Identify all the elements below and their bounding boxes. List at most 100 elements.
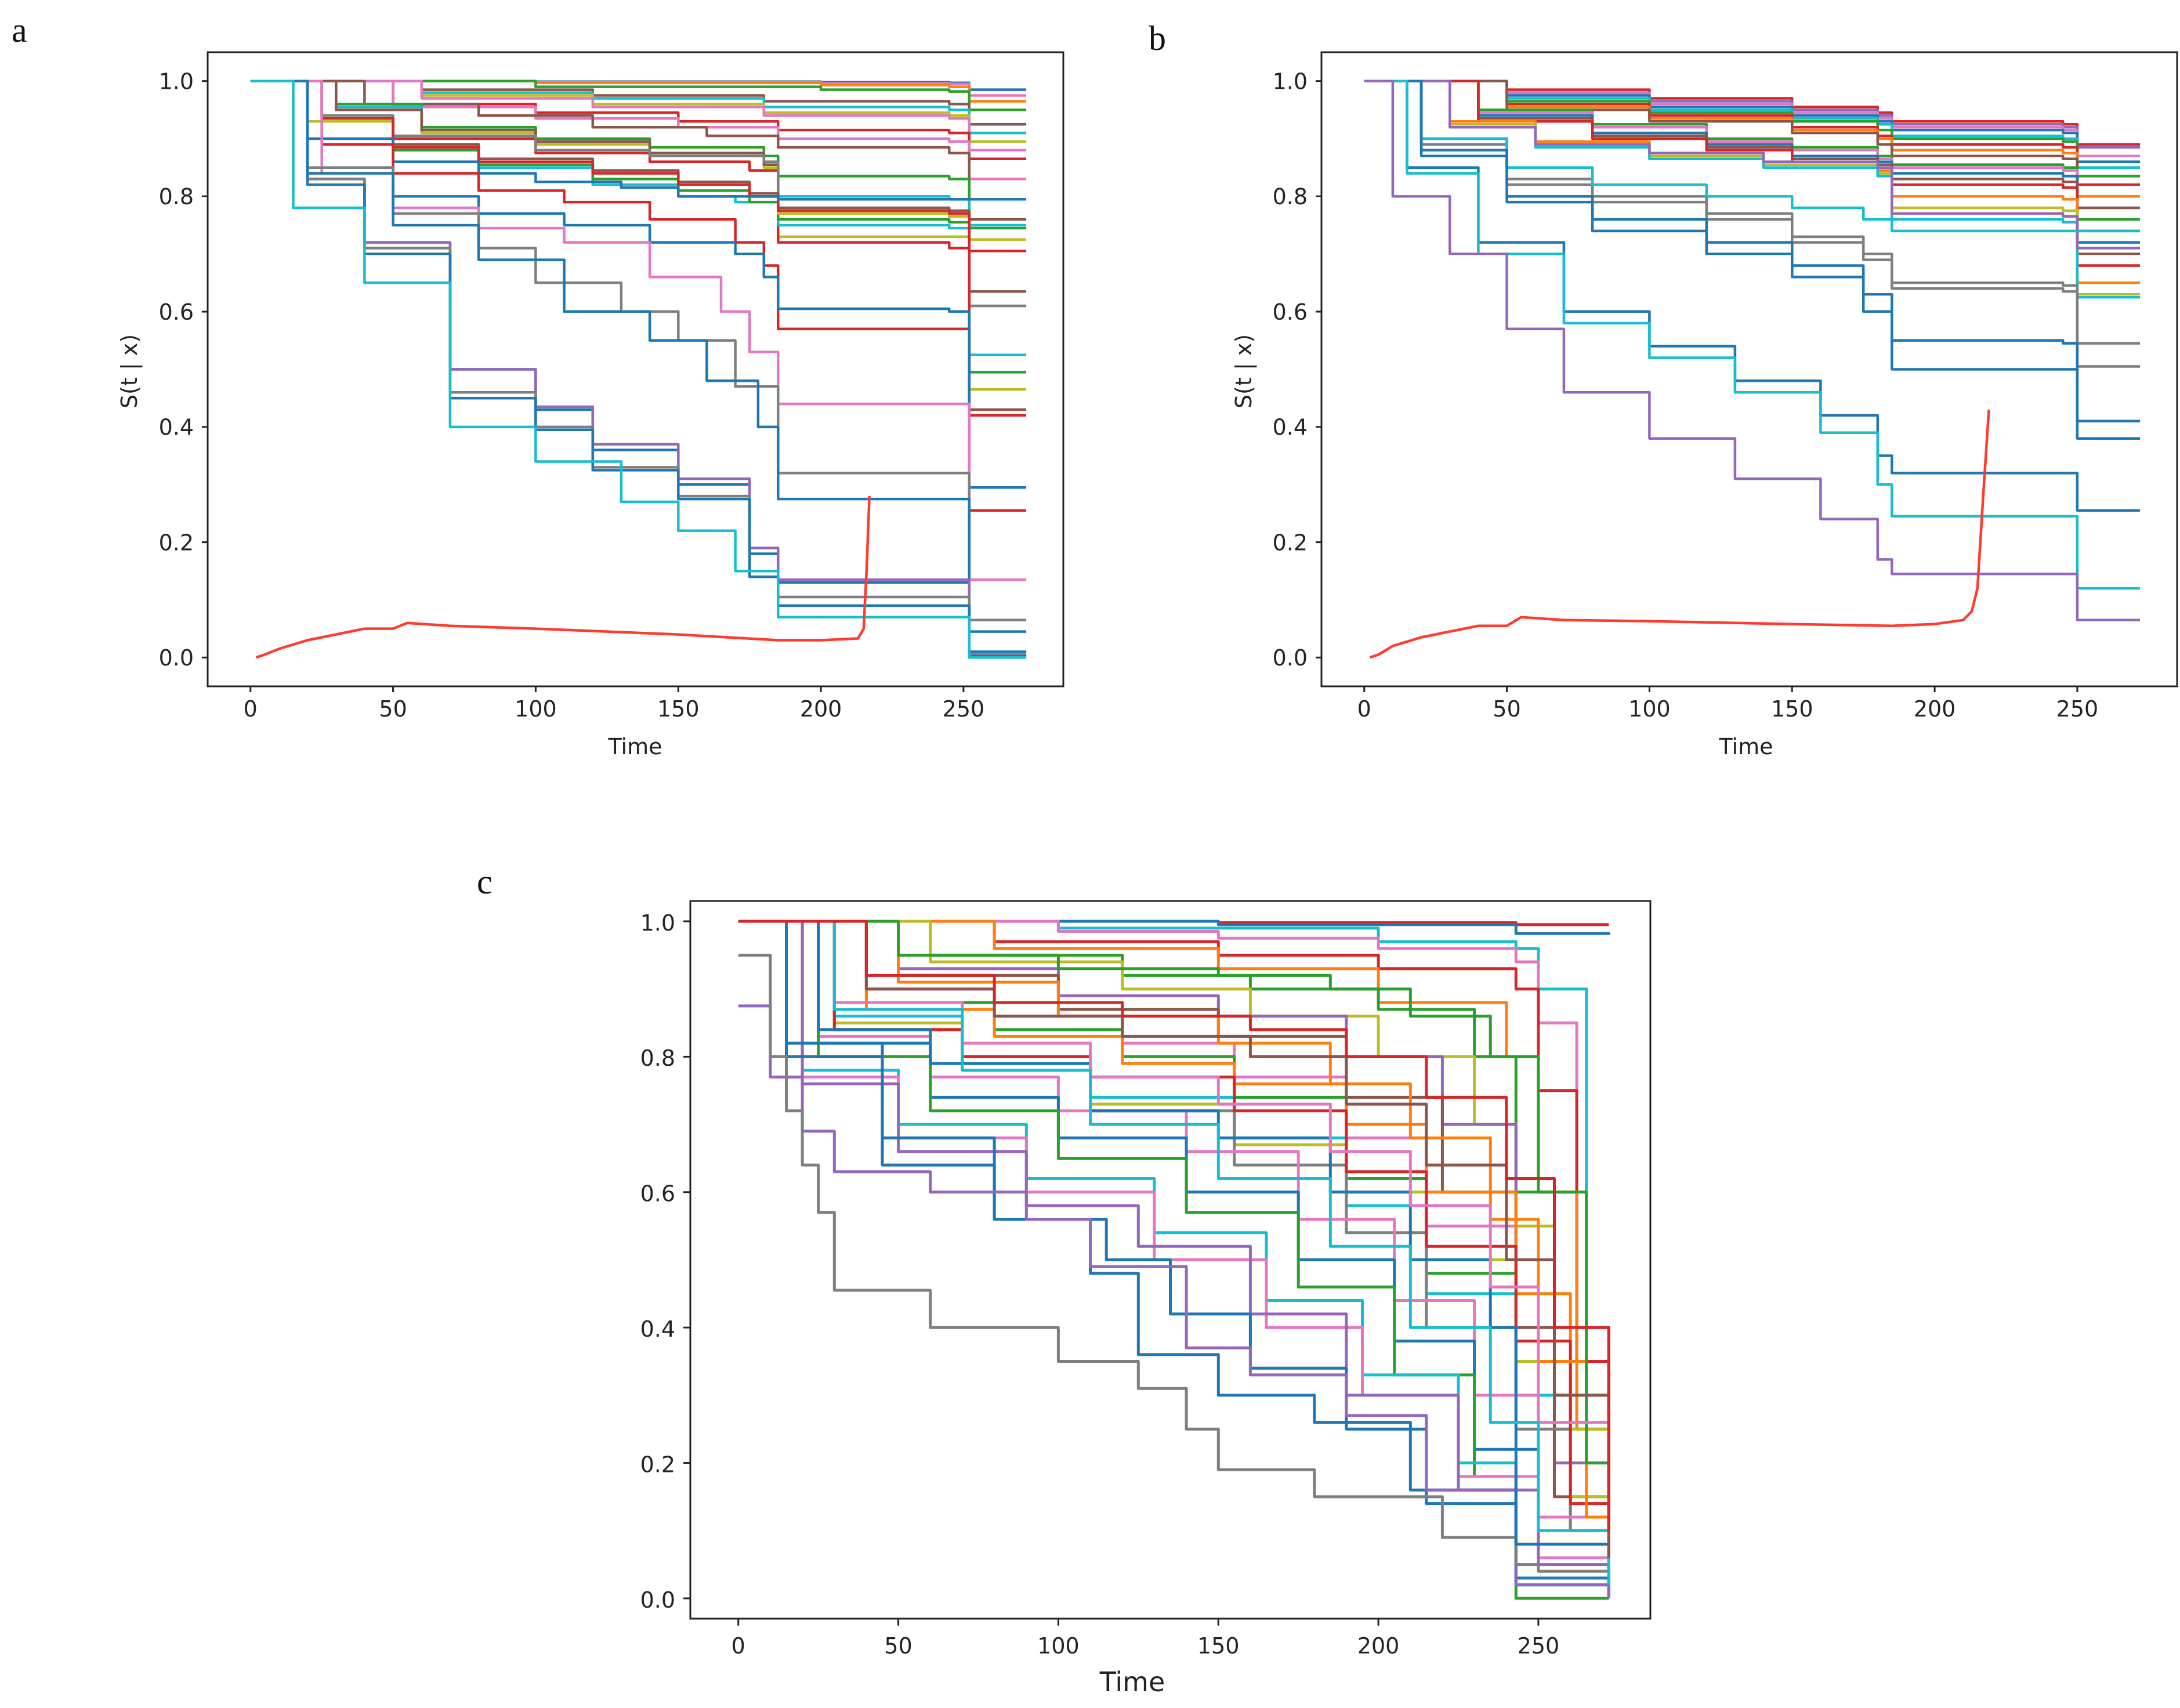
panel-b-y-tick-label: 1.0 <box>1273 68 1308 94</box>
panel-c-x-tick-label: 100 <box>1037 1633 1080 1659</box>
panel-b-y-tick-label: 0.6 <box>1273 299 1308 325</box>
panel-b-series-s18 <box>1364 79 2141 250</box>
panel-c-x-tick-label: 250 <box>1518 1633 1560 1659</box>
panel-letter-c: c <box>477 863 493 901</box>
panel-a-series-s23 <box>250 79 1027 201</box>
panel-b-series-s11 <box>1364 79 2141 233</box>
panel-b-y-tick-label: 0.8 <box>1273 184 1308 209</box>
panel-b-series-group <box>1364 79 2141 659</box>
panel-b-series-s7 <box>1364 79 2141 186</box>
panel-a-series-s22 <box>250 79 1027 417</box>
panel-a-series-s8 <box>250 79 1027 152</box>
panel-c-x-axis-label: Time <box>1099 1666 1165 1698</box>
panel-a-axes: 0 50 100 150 200 250 0.0 0.2 0.4 0.6 0.8 1.0 <box>159 51 1064 722</box>
panel-c-series-c13 <box>738 920 1610 1565</box>
panel-b-series-s21 <box>1364 79 2141 233</box>
panel-c-series-c31 <box>738 920 1610 1565</box>
panel-c-y-tick-label: 0.8 <box>640 1045 675 1071</box>
panel-c-x-tick-label: 50 <box>884 1633 912 1659</box>
panel-a-series-s4 <box>250 79 1027 111</box>
panel-b-series-s10 <box>1364 79 2141 221</box>
panel-a-series-s27 <box>250 79 1027 621</box>
panel-a-y-tick-label: 0.0 <box>159 645 194 671</box>
panel-b-x-tick-label: 250 <box>2056 696 2099 722</box>
chart-panel-a: 0 50 100 150 200 250 0.0 0.2 0.4 0.6 0.8 1.0 Time S… <box>117 51 1064 759</box>
panel-a-y-tick-label: 0.8 <box>159 184 194 209</box>
panel-b-series-s13 <box>1364 79 2141 256</box>
panel-b-x-axis-label: Time <box>1719 734 1773 759</box>
panel-a-series-s12 <box>250 79 1027 230</box>
panel-a-series-s33 <box>250 79 1027 659</box>
panel-a-series-group <box>250 79 1027 659</box>
panel-a-x-tick-label: 100 <box>515 696 557 722</box>
panel-b-series-s6 <box>1364 79 2141 178</box>
panel-a-series-s26 <box>250 79 1027 581</box>
panel-c-series-group <box>738 920 1610 1600</box>
panel-b-plot-frame <box>1320 51 2178 687</box>
chart-panel-b: 0 50 100 150 200 250 0.0 0.2 0.4 0.6 0.8 1.0 Time S… <box>1231 51 2178 759</box>
panel-c-series-c14 <box>738 920 1610 1578</box>
panel-a-x-tick-label: 0 <box>244 696 258 722</box>
panel-a-y-tick-label: 1.0 <box>159 68 194 94</box>
panel-a-x-tick-label: 250 <box>943 696 985 722</box>
panel-a-x-axis-label: Time <box>608 734 662 759</box>
panel-c-y-tick-label: 0.4 <box>640 1316 675 1342</box>
panel-a-x-tick-label: 150 <box>657 696 700 722</box>
panel-b-series-s23 <box>1364 79 2141 440</box>
panel-c-series-c7 <box>738 920 1610 1578</box>
chart-panel-c: 0 50 100 150 200 250 0.0 0.2 0.4 0.6 0.8 1.0 Time <box>640 900 1652 1698</box>
panel-c-series-c15 <box>738 920 1610 1565</box>
panel-b-y-tick-label: 0.2 <box>1273 530 1308 555</box>
panel-b-y-axis-label: S(t | x) <box>1231 334 1257 408</box>
panel-b-x-tick-label: 50 <box>1493 696 1520 722</box>
panel-c-axes: 0 50 100 150 200 250 0.0 0.2 0.4 0.6 0.8 1.0 <box>640 900 1652 1659</box>
panel-c-series-c32 <box>738 920 1610 1585</box>
panel-c-series-c11 <box>738 920 1610 1585</box>
panel-c-series-c26 <box>738 1004 1610 1598</box>
panel-c-series-c34 <box>738 920 1610 1531</box>
panel-b-series-s26 <box>1364 79 2141 621</box>
panel-c-x-tick-label: 200 <box>1357 1633 1400 1659</box>
panel-a-series-s28 <box>250 79 1027 633</box>
panel-b-series-s25 <box>1364 79 2141 590</box>
panel-c-series-c12 <box>738 920 1610 1585</box>
panel-c-series-c2 <box>738 920 1610 935</box>
panel-c-series-c27 <box>738 953 1609 1573</box>
panel-c-y-tick-label: 0.6 <box>640 1181 675 1207</box>
panel-b-series-hazard <box>1369 409 1990 659</box>
panel-a-x-tick-label: 200 <box>800 696 842 722</box>
panel-a-y-tick-label: 0.4 <box>159 415 194 440</box>
panel-b-axes: 0 50 100 150 200 250 0.0 0.2 0.4 0.6 0.8 1.0 <box>1273 51 2178 722</box>
panel-c-series-c19 <box>738 920 1610 1585</box>
panel-a-y-axis-label: S(t | x) <box>117 334 143 408</box>
panel-b-y-tick-label: 0.4 <box>1273 415 1308 440</box>
panel-c-x-tick-label: 150 <box>1197 1633 1240 1659</box>
panel-a-x-tick-label: 50 <box>379 696 407 722</box>
panel-c-y-tick-label: 1.0 <box>640 910 675 936</box>
panel-c-series-c10 <box>738 920 1610 1578</box>
panel-letter-b: b <box>1149 19 1166 57</box>
panel-c-x-tick-label: 0 <box>732 1633 745 1659</box>
panel-b-series-s16 <box>1364 79 2141 296</box>
panel-b-series-s12 <box>1364 79 2141 244</box>
panel-a-series-hazard <box>255 496 871 659</box>
panel-c-series-c30 <box>738 920 1610 1531</box>
panel-letter-a: a <box>12 11 27 49</box>
panel-c-series-c6 <box>738 920 1610 1565</box>
panel-c-y-tick-label: 0.0 <box>640 1587 675 1613</box>
panel-c-series-c17 <box>738 920 1610 1565</box>
panel-b-x-tick-label: 200 <box>1914 696 1956 722</box>
panel-a-series-s24 <box>250 79 1027 512</box>
panel-b-y-tick-label: 0.0 <box>1273 645 1308 671</box>
panel-b-series-s15 <box>1364 79 2141 284</box>
panel-c-series-c9 <box>738 920 1610 1565</box>
panel-b-x-tick-label: 0 <box>1357 696 1371 722</box>
panel-c-plot-frame <box>689 900 1652 1620</box>
panel-a-y-tick-label: 0.2 <box>159 530 194 555</box>
panel-b-x-tick-label: 100 <box>1628 696 1671 722</box>
panel-b-x-tick-label: 150 <box>1771 696 1813 722</box>
panel-a-y-tick-label: 0.6 <box>159 299 194 325</box>
panel-c-y-tick-label: 0.2 <box>640 1452 675 1477</box>
panel-a-plot-frame <box>207 51 1064 687</box>
